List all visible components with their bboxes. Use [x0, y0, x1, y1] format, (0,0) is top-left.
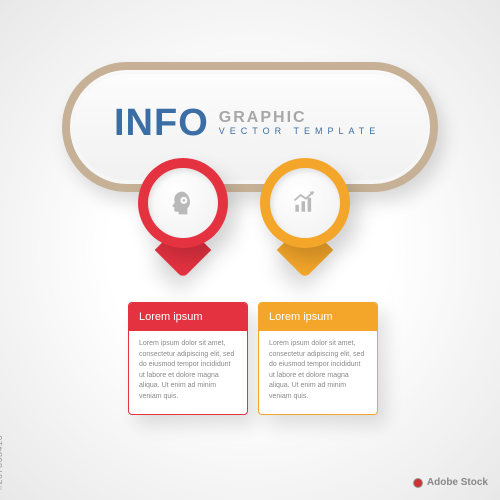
watermark-logo-text: Adobe Stock [427, 477, 488, 488]
pin-marker-2 [260, 158, 350, 248]
title-block: INFO GRAPHIC VECTOR TEMPLATE [114, 102, 396, 145]
content-card-2: Lorem ipsum Lorem ipsum dolor sit amet, … [258, 302, 378, 415]
pin-disc-2 [270, 168, 340, 238]
content-card-1: Lorem ipsum Lorem ipsum dolor sit amet, … [128, 302, 248, 415]
card-body-1: Lorem ipsum dolor sit amet, consectetur … [129, 331, 247, 414]
stage: INFO GRAPHIC VECTOR TEMPLATE [0, 0, 500, 500]
card-title-2: Lorem ipsum [259, 303, 377, 331]
title-capsule: INFO GRAPHIC VECTOR TEMPLATE [62, 62, 438, 192]
card-body-2: Lorem ipsum dolor sit amet, consectetur … [259, 331, 377, 414]
card-title-1: Lorem ipsum [129, 303, 247, 331]
title-left: INFO [114, 102, 209, 145]
head-gear-icon [169, 189, 197, 217]
pin-marker-1 [138, 158, 228, 248]
title-right-line2: VECTOR TEMPLATE [219, 127, 381, 136]
bar-chart-icon [291, 189, 319, 217]
watermark-logo: Adobe Stock [413, 477, 488, 488]
title-right: GRAPHIC VECTOR TEMPLATE [219, 110, 381, 136]
adobe-logo-icon [413, 478, 423, 488]
capsule-inner: INFO GRAPHIC VECTOR TEMPLATE [74, 74, 426, 180]
title-right-line1: GRAPHIC [219, 110, 381, 127]
pin-disc-1 [148, 168, 218, 238]
watermark-id: #207368416 [0, 435, 4, 490]
